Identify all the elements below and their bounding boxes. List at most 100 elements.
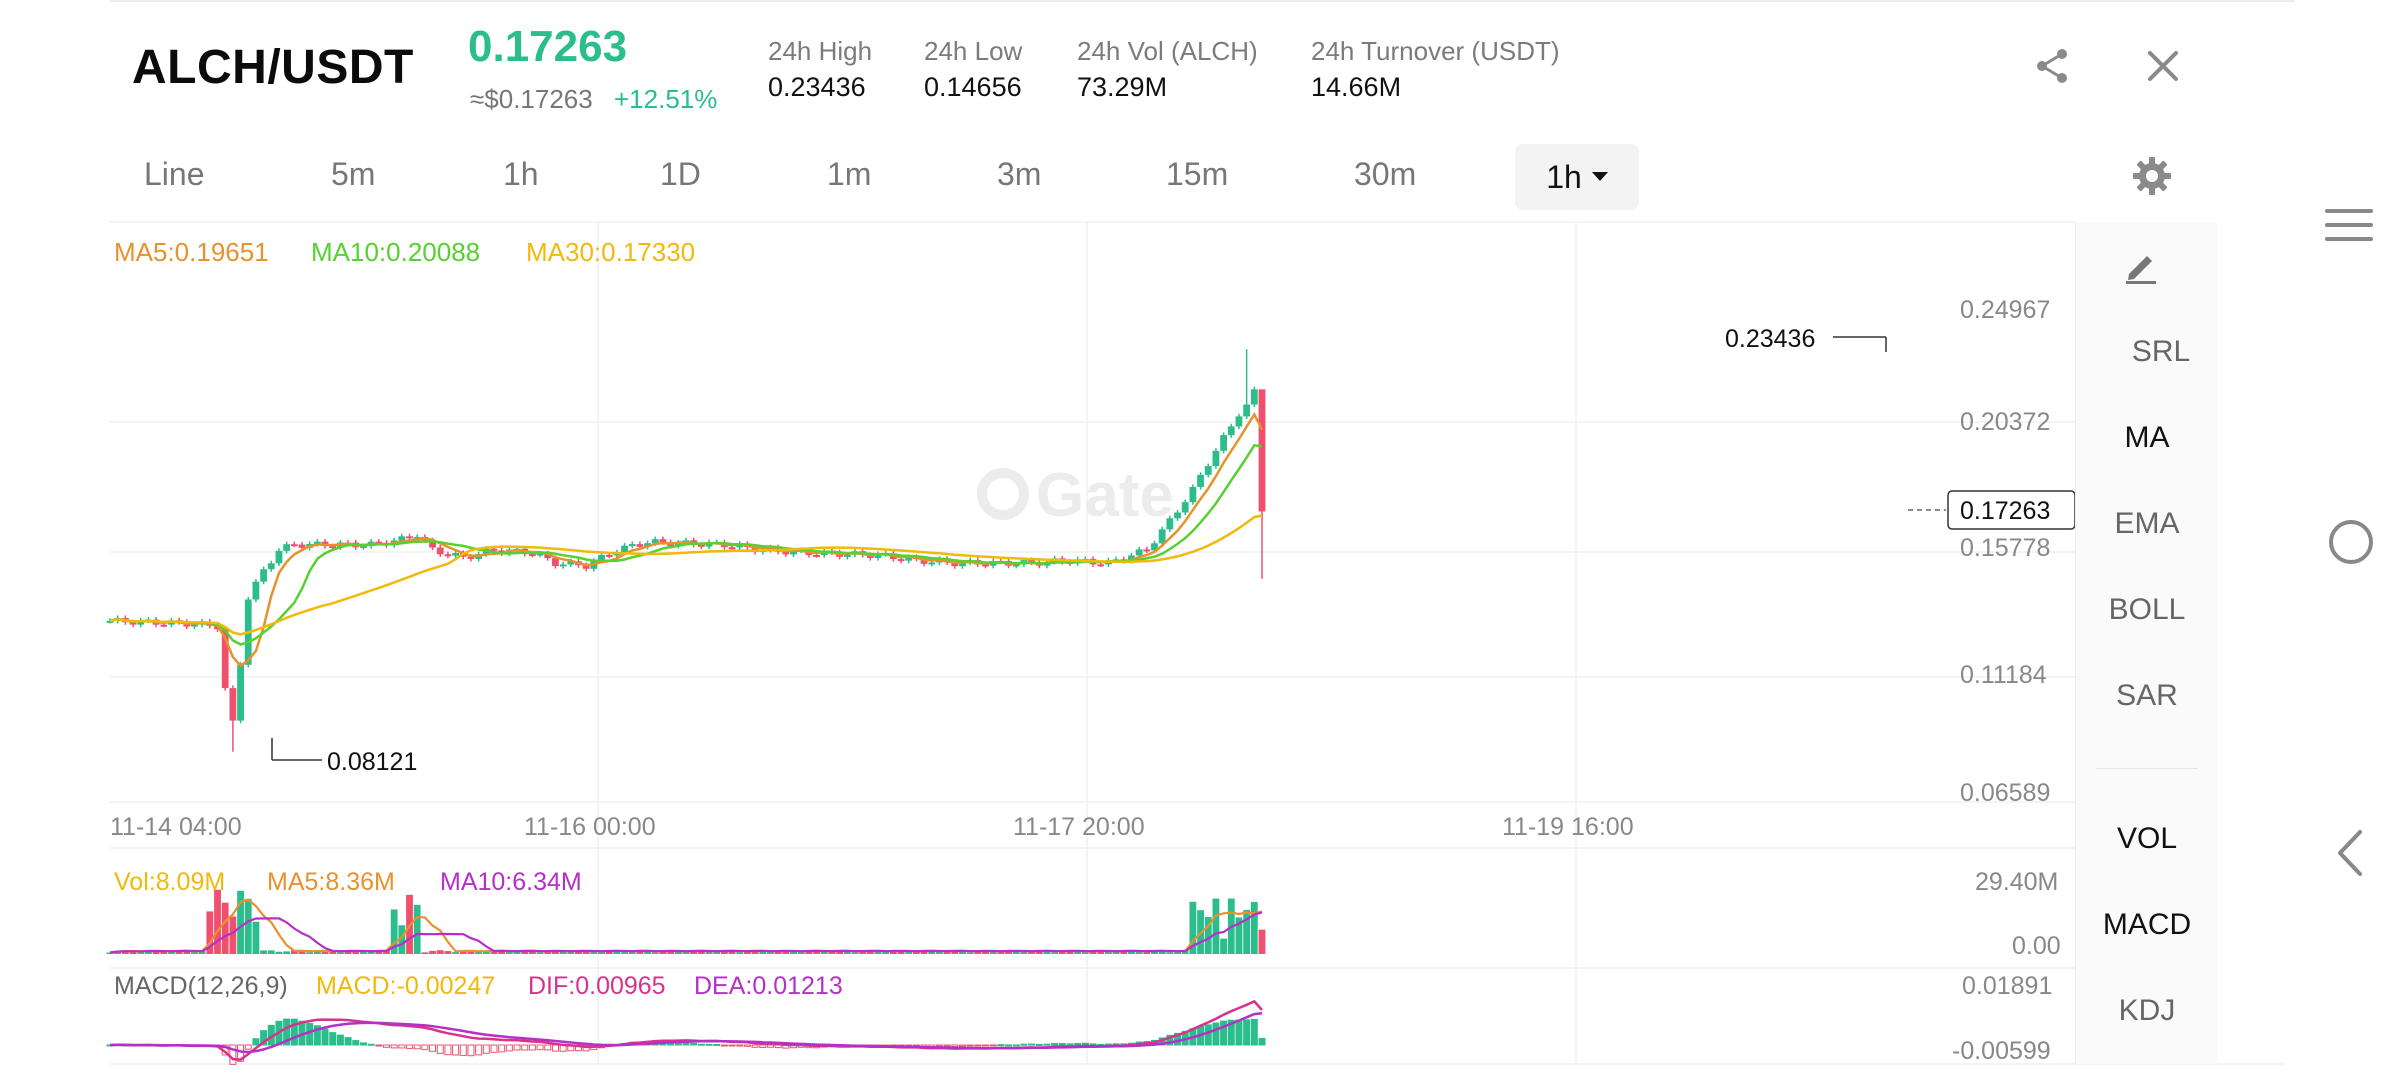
- volume-bar: [467, 950, 475, 954]
- candle-body: [621, 545, 628, 553]
- volume-bar: [1012, 950, 1020, 954]
- menu-button[interactable]: [2325, 205, 2375, 250]
- share-button[interactable]: [2024, 38, 2080, 94]
- macd-bar: [989, 1044, 997, 1047]
- draw-tool-button[interactable]: [2121, 246, 2161, 291]
- volume-bar: [229, 916, 237, 954]
- volume-bars: [106, 889, 1266, 954]
- price-tick-2: 0.20372: [1960, 408, 2051, 436]
- candle-body: [1181, 502, 1189, 513]
- volume-bar: [1020, 951, 1028, 954]
- candle-body: [928, 562, 936, 565]
- indicator-ema[interactable]: EMA: [2114, 507, 2180, 540]
- candle-body: [1166, 518, 1174, 530]
- indicator-panel: SRL MA EMA BOLL SAR VOL MACD KDJ: [2075, 222, 2218, 1064]
- stat-24h-high-value: 0.23436: [768, 72, 866, 102]
- indicator-boll[interactable]: BOLL: [2108, 593, 2186, 626]
- back-icon: [2338, 830, 2362, 876]
- candle-body: [221, 629, 229, 689]
- macd-bar: [244, 1044, 252, 1050]
- volume-bar: [1204, 917, 1212, 954]
- candle-body: [275, 550, 283, 564]
- volume-bar: [344, 950, 352, 954]
- indicator-vol[interactable]: VOL: [2116, 822, 2178, 855]
- volume-bar: [797, 951, 805, 954]
- candle-body: [313, 541, 321, 544]
- volume-bar: [513, 951, 521, 954]
- tab-1h[interactable]: 1h: [503, 156, 539, 192]
- macd-bar: [413, 1044, 421, 1050]
- volume-bar: [1189, 901, 1197, 954]
- volume-bar: [137, 951, 145, 954]
- macd-bar: [1227, 1019, 1235, 1046]
- volume-bar: [913, 951, 920, 954]
- volume-bar: [582, 950, 590, 954]
- stat-24h-turnover-value: 14.66M: [1311, 72, 1402, 102]
- volume-bar: [1120, 950, 1128, 954]
- candle-body: [567, 561, 575, 565]
- volume-bar: [168, 951, 175, 954]
- tab-3m[interactable]: 3m: [997, 156, 1042, 192]
- trading-pair: ALCH/USDT: [132, 41, 414, 94]
- pencil-icon: [2126, 256, 2156, 284]
- macd-bar: [382, 1044, 390, 1048]
- vol-axis-min: 0.00: [2012, 932, 2061, 960]
- indicator-kdj[interactable]: KDJ: [2118, 994, 2176, 1027]
- tab-1d[interactable]: 1D: [660, 156, 701, 192]
- stat-24h-vol-value: 73.29M: [1077, 72, 1168, 102]
- macd-bar: [521, 1044, 529, 1051]
- volume-bar: [636, 950, 644, 954]
- tab-1m[interactable]: 1m: [827, 156, 872, 192]
- volume-bar: [674, 951, 682, 954]
- candle-body: [452, 553, 459, 556]
- indicator-sar[interactable]: SAR: [2116, 679, 2178, 712]
- macd-bar: [283, 1018, 291, 1046]
- candle-body: [1212, 450, 1220, 467]
- low-marker: 0.08121: [271, 738, 417, 776]
- volume-bar: [682, 951, 690, 954]
- macd-axis-max: 0.01891: [1962, 972, 2053, 1000]
- macd-bar: [958, 1044, 966, 1047]
- candle-body: [1174, 512, 1181, 519]
- indicator-macd[interactable]: MACD: [2102, 908, 2192, 941]
- close-button[interactable]: [2135, 38, 2191, 94]
- macd-bar: [459, 1044, 467, 1056]
- macd-bar: [498, 1044, 506, 1053]
- back-button[interactable]: [2332, 828, 2368, 883]
- grid: [110, 221, 2285, 1065]
- volume-bar: [713, 951, 721, 954]
- time-tick-1: 11-14 04:00: [110, 813, 242, 841]
- tab-line[interactable]: Line: [144, 156, 205, 192]
- volume-bar: [613, 950, 621, 954]
- stat-24h-vol-label: 24h Vol (ALCH): [1077, 36, 1258, 66]
- volume-bar: [567, 951, 575, 954]
- volume-bar: [444, 951, 452, 954]
- volume-bar: [1174, 950, 1181, 954]
- macd-bar: [290, 1018, 298, 1046]
- indicator-ma[interactable]: MA: [2124, 421, 2170, 454]
- volume-bar: [390, 909, 398, 954]
- tab-30m[interactable]: 30m: [1354, 156, 1417, 192]
- home-button[interactable]: [2326, 517, 2376, 572]
- timeframe-dropdown[interactable]: 1h: [1515, 144, 1639, 210]
- volume-bar: [521, 950, 529, 954]
- candle-body: [252, 581, 260, 600]
- volume-bar: [383, 950, 390, 954]
- volume-bar: [1250, 901, 1258, 954]
- macd-bar: [1204, 1024, 1212, 1046]
- tab-5m[interactable]: 5m: [331, 156, 376, 192]
- volume-bar: [851, 952, 859, 954]
- macd-bar: [1250, 1018, 1258, 1046]
- macd-bar: [943, 1044, 951, 1047]
- tab-15m[interactable]: 15m: [1166, 156, 1229, 192]
- candle-body: [237, 664, 244, 721]
- volume-bar: [221, 902, 229, 954]
- macd-bar: [505, 1044, 513, 1052]
- chart-settings-button[interactable]: [2124, 148, 2180, 204]
- indicator-srl[interactable]: SRL: [2131, 335, 2191, 368]
- volume-bar: [813, 950, 820, 954]
- candle-body: [1151, 543, 1158, 551]
- ma10-legend: MA10:0.20088: [311, 237, 481, 267]
- volume-bar: [943, 951, 951, 954]
